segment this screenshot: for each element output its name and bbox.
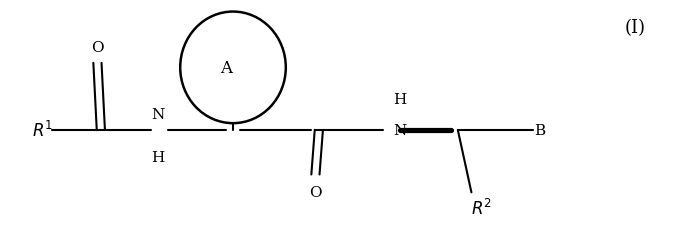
Text: B: B (534, 123, 545, 137)
Text: $R^1$: $R^1$ (31, 120, 53, 140)
Text: O: O (91, 41, 104, 55)
Text: H: H (393, 92, 406, 106)
Text: N: N (393, 123, 406, 137)
Text: $R^2$: $R^2$ (471, 198, 492, 218)
Text: (I): (I) (624, 19, 646, 37)
Text: N: N (151, 108, 165, 122)
Text: O: O (309, 186, 321, 200)
Text: H: H (151, 150, 165, 164)
Text: A: A (220, 60, 232, 76)
